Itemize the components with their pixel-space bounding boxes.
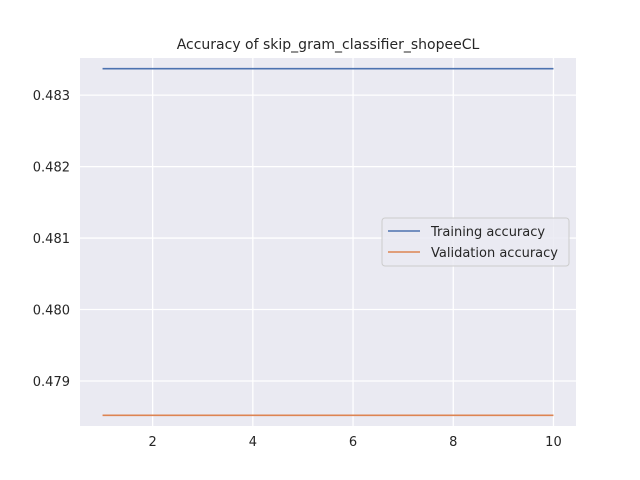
x-tick-label: 8 — [449, 435, 457, 450]
y-tick-label: 0.482 — [33, 161, 70, 176]
legend-label: Validation accuracy — [431, 246, 558, 261]
y-tick-label: 0.483 — [33, 89, 70, 104]
y-tick-label: 0.479 — [33, 375, 70, 390]
tick-labels: 2 4 6 8 10 0.479 0.480 0.481 0.482 0.483 — [33, 89, 562, 450]
x-tick-label: 10 — [545, 435, 562, 450]
series-lines — [102, 67, 554, 417]
chart-title: Accuracy of skip_gram_classifier_shopeeC… — [177, 37, 480, 53]
y-tick-label: 0.480 — [33, 304, 70, 319]
grid — [80, 58, 576, 426]
legend-box — [381, 217, 570, 267]
x-tick-label: 2 — [149, 435, 157, 450]
legend-label: Training accuracy — [430, 225, 545, 240]
legend: Training accuracy Validation accuracy — [381, 217, 570, 267]
x-tick-label: 4 — [249, 435, 257, 450]
x-tick-label: 6 — [349, 435, 357, 450]
y-tick-label: 0.481 — [33, 232, 70, 247]
